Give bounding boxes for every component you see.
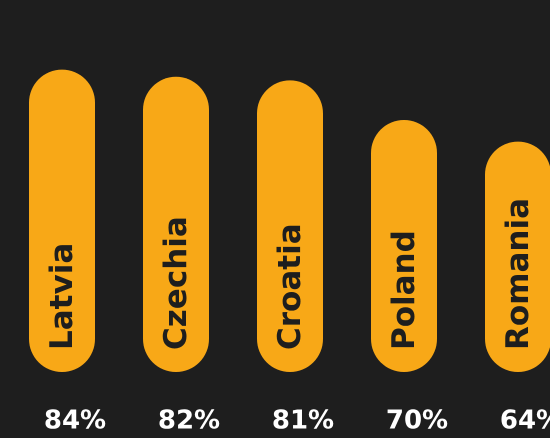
bar-label-croatia: Croatia [272, 223, 308, 350]
bars-group: Latvia Czechia Croatia Poland Romania [29, 69, 550, 373]
bar-label-poland: Poland [386, 230, 422, 350]
bar-label-romania: Romania [500, 198, 536, 350]
bar-croatia [257, 80, 323, 373]
bar-latvia [29, 69, 95, 372]
bar-czechia [143, 76, 209, 373]
value-label-romania: 64% [500, 406, 550, 436]
value-label-poland: 70% [386, 406, 448, 436]
bar-label-latvia: Latvia [44, 243, 80, 350]
bar-romania [485, 141, 550, 372]
value-label-czechia: 82% [158, 406, 220, 436]
bar-poland [371, 120, 437, 372]
value-label-latvia: 84% [44, 406, 106, 436]
bar-label-czechia: Czechia [158, 216, 194, 350]
value-labels-group: 84% 82% 81% 70% 64% [44, 406, 550, 436]
value-label-croatia: 81% [272, 406, 334, 436]
